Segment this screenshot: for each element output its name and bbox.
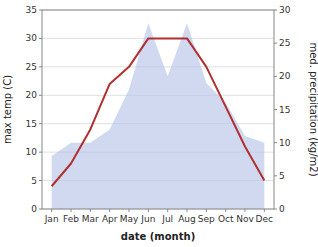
y-axis-label: max temp (C) [2,75,13,144]
y-tick-label: 35 [26,5,37,15]
x-tick [109,209,110,212]
x-axis-label: date (month) [121,231,195,242]
x-tick [148,209,149,212]
y-tick [39,123,42,124]
x-tick-label: Mar [82,214,99,224]
y2-tick-label: 0 [279,204,285,214]
y-tick-label: 20 [26,90,38,100]
x-tick-label: Jul [161,214,173,224]
y2-tick [274,142,277,143]
x-tick [129,209,130,212]
plot-frame [42,10,274,209]
x-tick [167,209,168,212]
x-tick-label: Sep [198,214,215,224]
chart: 0 5 10 15 20 25 30 35 0 5 10 15 20 25 30 Jan FebMarAprMa… [0,0,318,247]
x-tick-label: Nov [236,214,254,224]
precip-area [52,23,265,209]
y-tick [39,209,42,210]
y-tick-label: 5 [31,176,37,186]
y-tick [39,180,42,181]
y2-tick [274,109,277,110]
y2-tick [274,209,277,210]
x-tick-label: Apr [102,214,118,224]
x-tick-label: May [120,214,139,224]
x-tick-label: Jun [140,214,155,224]
x-tick [264,209,265,212]
y2-tick-label: 10 [279,138,291,148]
x-tick [225,209,226,212]
y2-tick-label: 15 [279,105,290,115]
y2-tick [274,76,277,77]
x-tick-label: Aug [178,214,196,224]
y2-tick [274,175,277,176]
y2-tick-label: 30 [279,5,291,15]
x-tick [90,209,91,212]
x-tick [206,209,207,212]
x-tick [187,209,188,212]
x-tick [245,209,246,212]
y-tick-label: 0 [31,204,37,214]
temp-line [52,38,265,186]
y-tick-label: 15 [26,119,37,129]
y-tick [39,10,42,11]
x-tick [51,209,52,212]
y2-tick-label: 25 [279,38,290,48]
y2-tick-label: 5 [279,171,285,181]
y-tick [39,66,42,67]
y-tick [39,152,42,153]
x-tick [71,209,72,212]
y2-tick-label: 20 [279,71,291,81]
x-tick-label: Feb [63,214,79,224]
y-tick-label: 25 [26,62,37,72]
plot-area [52,23,265,209]
x-tick-label: Jan [44,214,59,224]
y2-tick [274,10,277,11]
x-tick-label: Oct [218,214,234,224]
x-tick-label: Dec [256,214,273,224]
y2-tick [274,43,277,44]
y2-axis-label: med. precipitation (kg/m2) [308,42,318,176]
y-tick [39,95,42,96]
y-tick-label: 10 [26,147,38,157]
y-tick [39,38,42,39]
y-tick-label: 30 [26,33,38,43]
